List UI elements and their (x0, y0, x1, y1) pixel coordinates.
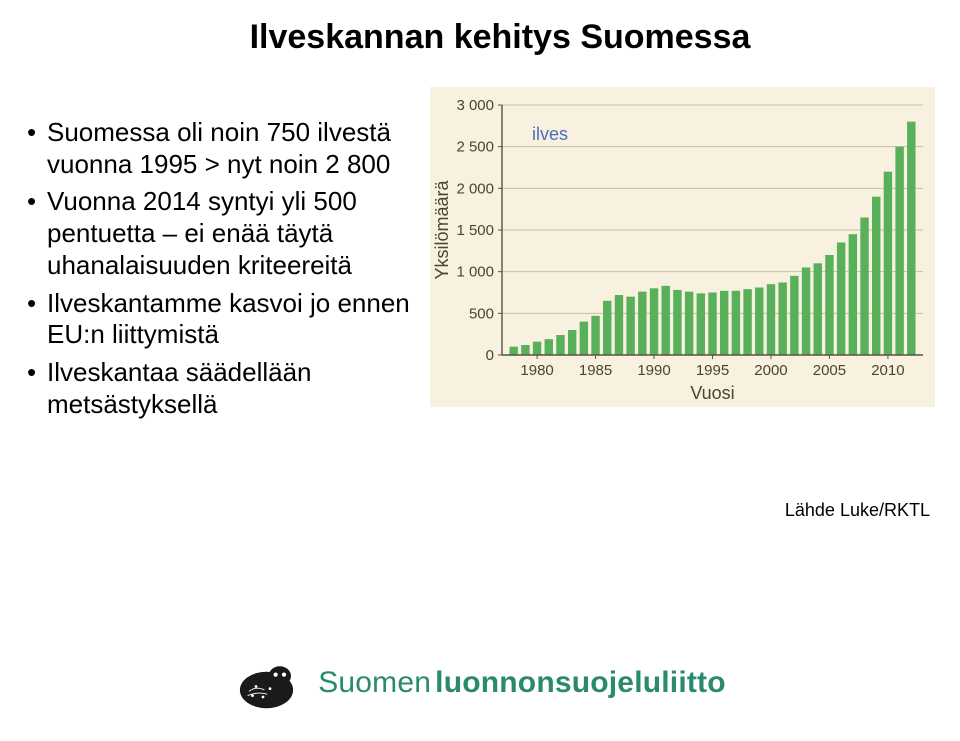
chart-svg: 0 500 1 000 1 500 2 000 2 500 3 000 Yksilömäärä… (430, 87, 935, 407)
svg-text:2 000: 2 000 (456, 180, 494, 197)
svg-text:1985: 1985 (579, 362, 612, 379)
svg-text:2005: 2005 (813, 362, 846, 379)
svg-text:0: 0 (486, 347, 494, 364)
logo-part2: luonnonsuojeluliitto (435, 666, 726, 700)
svg-text:3 000: 3 000 (456, 97, 494, 114)
svg-text:1 000: 1 000 (456, 264, 494, 281)
lynx-chart: 0 500 1 000 1 500 2 000 2 500 3 000 Yksilömäärä… (430, 87, 935, 407)
svg-text:ilves: ilves (532, 124, 568, 144)
svg-text:500: 500 (469, 305, 494, 322)
svg-text:1990: 1990 (637, 362, 670, 379)
content-row: Suomessa oli noin 750 ilvestä vuonna 199… (0, 117, 960, 426)
bullet-item: Suomessa oli noin 750 ilvestä vuonna 199… (25, 117, 420, 180)
bullet-list: Suomessa oli noin 750 ilvestä vuonna 199… (0, 117, 430, 426)
svg-text:Yksilömäärä: Yksilömäärä (432, 179, 452, 279)
page-title: Ilveskannan kehitys Suomessa (0, 0, 960, 57)
organization-logo: Suomen luonnonsuojeluliitto (0, 655, 960, 711)
svg-text:1995: 1995 (696, 362, 729, 379)
svg-text:2010: 2010 (871, 362, 904, 379)
seal-icon (234, 655, 306, 711)
logo-part1: Suomen (318, 666, 431, 700)
bullet-item: Vuonna 2014 syntyi yli 500 pentuetta – e… (25, 186, 420, 281)
svg-text:2000: 2000 (754, 362, 787, 379)
bullet-item: Ilveskantamme kasvoi jo ennen EU:n liitt… (25, 288, 420, 351)
bullet-item: Ilveskantaa säädellään metsästyksellä (25, 357, 420, 420)
svg-text:1 500: 1 500 (456, 222, 494, 239)
svg-text:Vuosi: Vuosi (690, 383, 734, 403)
logo-text: Suomen luonnonsuojeluliitto (318, 666, 726, 700)
chart-source: Lähde Luke/RKTL (785, 500, 930, 521)
svg-text:1980: 1980 (520, 362, 553, 379)
svg-text:2 500: 2 500 (456, 139, 494, 156)
